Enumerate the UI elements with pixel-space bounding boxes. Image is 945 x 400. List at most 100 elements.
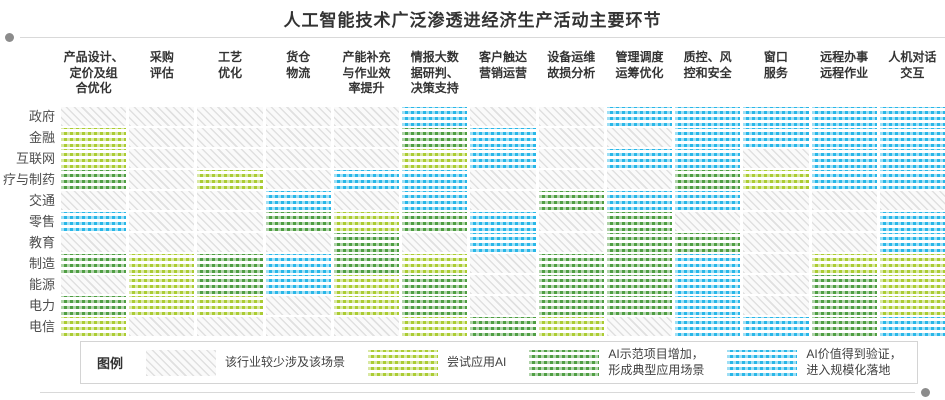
row-label-9: 能源 <box>28 277 55 292</box>
grid-cell <box>743 149 809 168</box>
grid-cell <box>675 170 741 189</box>
column-header-13: 人机对话 交互 <box>888 50 937 80</box>
grid-cell <box>129 149 195 168</box>
grid-cell <box>743 317 809 336</box>
grid-cell <box>333 317 400 336</box>
legend-item-none: 该行业较少涉及该场景 <box>146 349 346 376</box>
column-header-11: 窗口 服务 <box>763 50 788 80</box>
column-header-7: 客户触达 营销运营 <box>478 50 527 80</box>
grid-cell <box>197 296 263 315</box>
grid-cell <box>879 296 945 315</box>
grid-cell <box>879 233 945 252</box>
grid-cell <box>197 254 263 273</box>
grid-cell <box>129 191 195 210</box>
grid-cell <box>470 233 536 252</box>
grid-cell <box>265 170 331 189</box>
grid-cell <box>129 170 195 189</box>
grid-cell <box>675 275 741 294</box>
grid-cell <box>333 191 400 210</box>
grid-cell <box>811 212 877 231</box>
grid-corner <box>0 46 58 105</box>
grid-cell <box>197 191 263 210</box>
grid-cell <box>606 212 673 231</box>
grid-cell <box>538 149 604 168</box>
column-header-9: 管理调度 运筹优化 <box>615 50 664 80</box>
legend-item-demo: AI示范项目增加， 形成典型应用场景 <box>529 347 704 378</box>
grid-cell <box>538 107 604 126</box>
grid-cell <box>879 254 945 273</box>
grid-cell <box>333 233 400 252</box>
grid-cell <box>675 296 741 315</box>
grid-cell <box>538 212 604 231</box>
grid-cell <box>470 107 536 126</box>
grid-cell <box>470 296 536 315</box>
legend-items: 该行业较少涉及该场景 尝试应用AI AI示范项目增加， 形成典型应用场景 AI价值得到… <box>123 347 902 378</box>
grid-cell <box>675 254 741 273</box>
grid-cell <box>675 107 741 126</box>
grid-cell <box>743 275 809 294</box>
grid-cell <box>743 212 809 231</box>
grid-cell <box>265 107 331 126</box>
grid-cell <box>333 275 400 294</box>
grid-cell <box>675 191 741 210</box>
grid-cell <box>675 233 741 252</box>
grid-cell <box>265 275 331 294</box>
grid-cell <box>197 128 263 147</box>
grid-cell <box>61 317 127 336</box>
grid-cell <box>197 107 263 126</box>
grid-cell <box>811 128 877 147</box>
legend-item-trial: 尝试应用AI <box>368 349 506 376</box>
grid-cell <box>265 296 331 315</box>
grid-cell <box>402 275 468 294</box>
grid-cell <box>538 254 604 273</box>
grid-cell <box>402 317 468 336</box>
legend-swatch-none <box>146 349 217 376</box>
legend-label-none: 该行业较少涉及该场景 <box>225 354 346 369</box>
grid-cell <box>743 107 809 126</box>
grid-cell <box>265 128 331 147</box>
divider-dot-right <box>921 388 930 397</box>
grid-cell <box>129 107 195 126</box>
column-header-6: 情报大数 据研判、 决策支持 <box>410 50 459 96</box>
grid-cell <box>606 128 673 147</box>
grid-cell <box>333 128 400 147</box>
grid-cell <box>333 296 400 315</box>
grid-cell <box>197 149 263 168</box>
grid-cell <box>265 254 331 273</box>
grid-cell <box>265 149 331 168</box>
grid-cell <box>61 191 127 210</box>
row-label-2: 金融 <box>28 130 55 145</box>
grid-cell <box>129 317 195 336</box>
grid-cell <box>402 296 468 315</box>
grid-cell <box>470 254 536 273</box>
grid-cell <box>879 212 945 231</box>
grid-cell <box>538 275 604 294</box>
grid-cell <box>129 212 195 231</box>
legend-item-scale: AI价值得到验证， 进入规模化落地 <box>727 347 902 378</box>
grid-cell <box>538 191 604 210</box>
grid-cell <box>675 212 741 231</box>
grid-cell <box>402 107 468 126</box>
grid-cell <box>538 317 604 336</box>
grid-cell <box>538 296 604 315</box>
grid-cell <box>879 317 945 336</box>
grid-cell <box>61 275 127 294</box>
row-label-5: 交通 <box>28 193 55 208</box>
legend: 图例 该行业较少涉及该场景 尝试应用AI AI示范项目增加， 形成典型应用场景 AI价… <box>80 341 918 384</box>
grid-cell <box>811 191 877 210</box>
grid-cell <box>197 170 263 189</box>
grid-cell <box>61 212 127 231</box>
grid-cell <box>197 317 263 336</box>
grid-cell <box>129 233 195 252</box>
divider-dot-left <box>5 33 14 42</box>
grid-cell <box>470 317 536 336</box>
grid-cell <box>811 296 877 315</box>
grid-cell <box>333 254 400 273</box>
column-header-1: 产品设计、 定价及组 合优化 <box>63 50 124 96</box>
grid-cell <box>811 170 877 189</box>
grid-cell <box>265 212 331 231</box>
row-label-11: 电信 <box>28 319 55 334</box>
grid-cell <box>675 149 741 168</box>
grid-cell <box>402 233 468 252</box>
